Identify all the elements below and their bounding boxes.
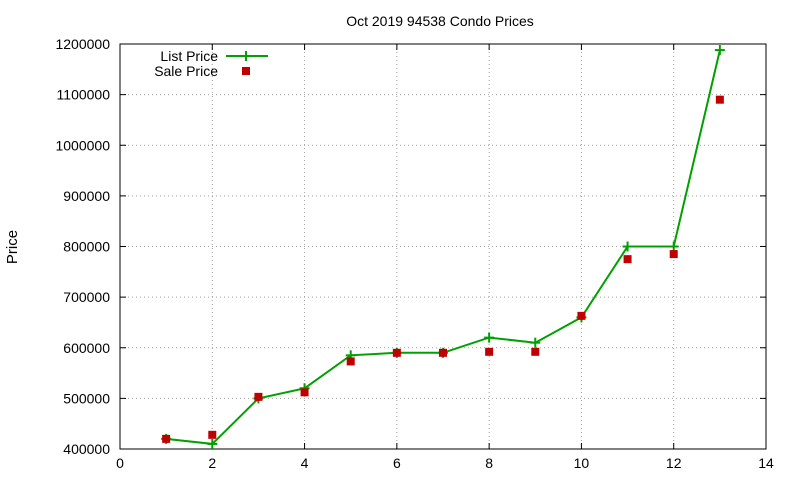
- sale-price-point: [208, 430, 217, 439]
- legend-label-sale-price: Sale Price: [154, 63, 218, 79]
- x-tick-label: 2: [208, 455, 216, 471]
- y-tick-label: 600000: [63, 340, 110, 356]
- sale-price-point: [669, 250, 678, 259]
- sale-price-point: [715, 95, 724, 104]
- x-tick-label: 4: [301, 455, 309, 471]
- sale-price-point: [162, 434, 171, 443]
- x-tick-label: 12: [666, 455, 682, 471]
- sale-price-point: [623, 255, 632, 264]
- y-tick-label: 1000000: [55, 137, 110, 153]
- y-tick-label: 1200000: [55, 36, 110, 52]
- list-price-point: [484, 332, 495, 343]
- sale-price-point: [300, 388, 309, 397]
- legend: List Price Sale Price: [154, 48, 268, 79]
- sale-price-point: [485, 347, 494, 356]
- x-tick-label: 6: [393, 455, 401, 471]
- y-tick-label: 1100000: [57, 87, 111, 103]
- sale-price-point: [346, 357, 355, 366]
- y-tick-label: 500000: [63, 390, 110, 406]
- sale-price-point: [439, 348, 447, 357]
- list-price-point: [207, 438, 218, 449]
- list-price-point: [622, 241, 633, 252]
- y-axis-label: Price: [4, 230, 21, 264]
- list-price-point: [714, 45, 725, 56]
- y-tick-label: 900000: [63, 188, 110, 204]
- axis-ticks: [119, 43, 767, 450]
- list-price-point: [668, 241, 679, 252]
- y-tick-labels: 400000 500000 600000 700000 800000 900000 1000…: [55, 36, 110, 457]
- x-tick-label: 14: [758, 455, 774, 471]
- y-tick-label: 400000: [63, 441, 110, 457]
- list-price-line: [165, 49, 721, 445]
- sale-price-point: [254, 392, 263, 401]
- series: [161, 45, 725, 449]
- x-tick-label: 8: [485, 455, 493, 471]
- y-tick-label: 800000: [63, 239, 110, 255]
- sale-price-point: [577, 311, 586, 320]
- list-price-point: [530, 337, 541, 348]
- y-tick-label: 700000: [63, 289, 110, 305]
- legend-label-list-price: List Price: [160, 48, 218, 64]
- x-tick-label: 0: [116, 455, 124, 471]
- legend-swatch-sale-price: [242, 67, 250, 75]
- sale-price-point: [531, 347, 540, 356]
- x-tick-labels: 0 2 4 6 8 10 12 14: [116, 455, 774, 471]
- sale-price-point: [392, 348, 401, 357]
- x-tick-label: 10: [574, 455, 590, 471]
- chart-title: Oct 2019 94538 Condo Prices: [346, 13, 534, 29]
